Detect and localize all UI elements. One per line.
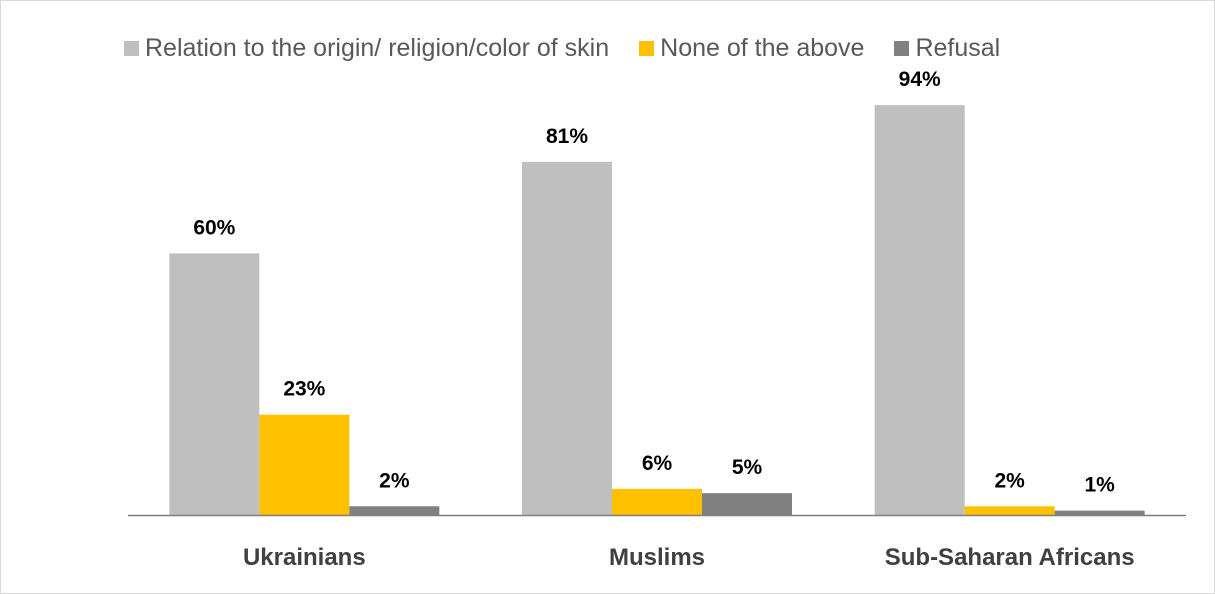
legend-swatch-relation: [124, 40, 139, 56]
legend-item-refusal: Refusal: [894, 34, 1000, 63]
bar-ukrainians-series-2: [259, 414, 350, 515]
data-label-ukrainians-series-3: 2%: [379, 469, 410, 492]
bar-muslims-series-3: [702, 493, 792, 515]
data-label-sub-saharan-africans-series-2: 2%: [994, 469, 1025, 492]
category-label-muslims: Muslims: [609, 544, 705, 571]
category-label-ukrainians: Ukrainians: [243, 544, 366, 571]
bar-sub-saharan-africans-series-2: [964, 506, 1055, 515]
data-label-sub-saharan-africans-series-1: 94%: [899, 68, 941, 91]
legend-label-refusal: Refusal: [915, 33, 1001, 62]
data-label-muslims-series-2: 6%: [642, 452, 673, 475]
legend-item-relation: Relation to the origin/ religion/color o…: [124, 34, 609, 63]
bar-ukrainians-series-3: [349, 506, 440, 515]
data-label-sub-saharan-africans-series-3: 1%: [1084, 474, 1115, 497]
legend-swatch-none: [639, 40, 655, 56]
bar-muslims-series-1: [522, 161, 612, 515]
data-label-ukrainians-series-2: 23%: [283, 378, 325, 401]
data-label-muslims-series-1: 81%: [546, 125, 588, 148]
legend-swatch-refusal: [894, 40, 910, 56]
bar-muslims-series-2: [612, 488, 702, 515]
legend: Relation to the origin/ religion/color o…: [124, 30, 1030, 66]
legend-label-relation: Relation to the origin/ religion/color o…: [145, 33, 610, 62]
legend-item-none: None of the above: [639, 34, 864, 63]
data-label-ukrainians-series-1: 60%: [193, 216, 235, 239]
bar-ukrainians-series-1: [169, 253, 260, 515]
bar-sub-saharan-africans-series-3: [1054, 510, 1145, 515]
legend-label-none: None of the above: [660, 33, 865, 62]
bar-sub-saharan-africans-series-1: [874, 105, 965, 515]
data-label-muslims-series-3: 5%: [732, 456, 763, 479]
category-label-sub-saharan-africans: Sub-Saharan Africans: [885, 544, 1135, 571]
